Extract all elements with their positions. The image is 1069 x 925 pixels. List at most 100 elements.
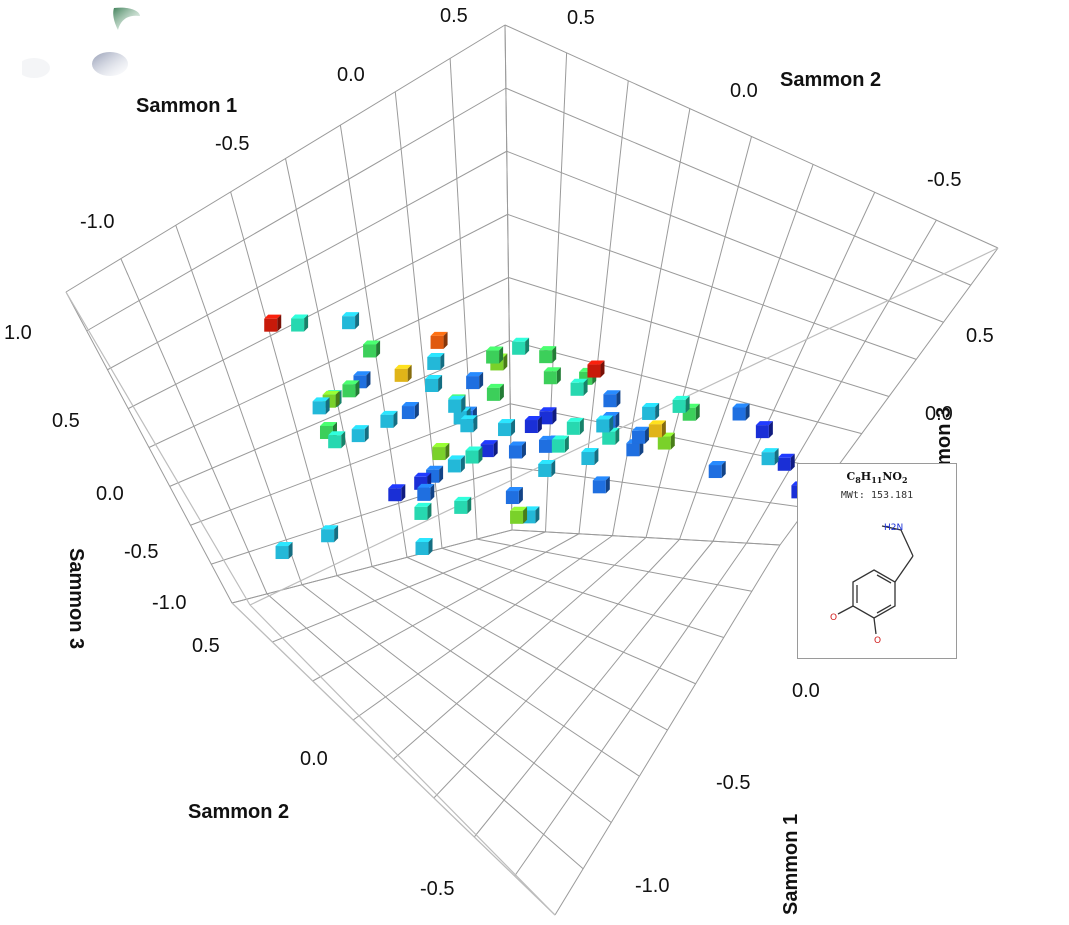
data-point-cube[interactable] [538,459,556,477]
data-point-cube[interactable] [448,395,466,413]
axis-title-sammon2-top: Sammon 2 [780,69,881,91]
molecule-structure-diagram: H2N O O [830,523,914,646]
data-point-cube[interactable] [480,440,498,458]
data-point-cube[interactable] [401,402,419,420]
tick-label: 0.5 [52,410,80,432]
axis-title-sammon2-bottom: Sammon 2 [188,801,289,823]
tick-label: 1.0 [4,322,32,344]
frame-edge [249,247,999,606]
data-point-cube[interactable] [454,496,472,514]
data-point-cube[interactable] [415,537,433,555]
data-point-cube[interactable] [417,483,435,501]
oxygen-label: O [830,613,837,623]
data-point-cube[interactable] [551,435,569,453]
data-point-cube[interactable] [342,380,360,398]
data-point-cube[interactable] [342,312,360,330]
grid-line [712,192,876,542]
data-point-cube[interactable] [632,426,650,444]
frame-edge [249,604,556,916]
data-point-cube[interactable] [394,364,412,382]
data-point-cube[interactable] [732,403,750,421]
axis-title-sammon1-bottom: Sammon 1 [780,814,802,915]
formula-part: H [860,470,872,483]
data-point-cube[interactable] [777,453,795,471]
tick-label: -0.5 [124,541,158,563]
data-point-cube[interactable] [603,390,621,408]
grid-line [441,547,724,638]
data-point-cube[interactable] [505,487,523,505]
data-point-cube[interactable] [570,378,588,396]
grid-line [504,24,999,249]
data-point-cube[interactable] [430,331,448,349]
grid-line [148,277,509,448]
data-point-cube[interactable] [566,417,584,435]
grid-line [86,87,507,332]
data-point-cube[interactable] [761,448,779,466]
data-point-cube[interactable] [447,455,465,473]
grid-line [128,213,508,410]
benzene-ring [852,569,896,619]
data-point-cube[interactable] [465,446,483,464]
grid-line [473,540,714,838]
grid-line [393,537,647,760]
data-point-cube[interactable] [543,367,561,385]
grid-line [505,87,971,286]
formula-part: C [846,470,856,483]
data-point-cube[interactable] [486,383,504,401]
tick-label: 0.0 [96,483,124,505]
data-point-cube[interactable] [291,314,309,332]
data-point-cube[interactable] [466,372,484,390]
data-point-cube[interactable] [508,441,526,459]
data-point-cube[interactable] [351,425,369,443]
data-point-cube[interactable] [539,407,557,425]
data-point-cube[interactable] [321,525,339,543]
data-point-cube[interactable] [328,431,346,449]
grid-line [507,213,917,360]
data-point-cube[interactable] [592,476,610,494]
tick-label: -0.5 [927,169,961,191]
data-point-cube[interactable] [432,443,450,461]
data-point-cube[interactable] [414,502,432,520]
data-point-cube[interactable] [427,352,445,370]
data-point-cube[interactable] [648,420,666,438]
data-point-cube[interactable] [510,506,528,524]
grid-line [746,219,937,544]
axis-title-sammon3-left: Sammon 3 [65,548,87,649]
data-point-cube[interactable] [460,415,478,433]
data-point-cube[interactable] [587,360,605,378]
tick-label: 0.0 [730,80,758,102]
tick-label: 0.0 [300,748,328,770]
data-point-cube[interactable] [498,419,516,437]
formula-part: 8 [855,475,861,486]
data-point-cube[interactable] [312,397,330,415]
data-point-cube[interactable] [708,461,726,479]
frame-edge [65,291,251,606]
data-point-cube[interactable] [425,374,443,392]
grid-line [514,542,747,877]
data-points [264,312,809,560]
data-point-cube[interactable] [275,542,293,560]
data-point-cube[interactable] [486,346,504,364]
data-point-cube[interactable] [380,410,398,428]
data-point-cube[interactable] [388,484,406,502]
tick-label: -1.0 [635,875,669,897]
data-point-cube[interactable] [512,337,530,355]
tick-label: -0.5 [420,878,454,900]
grid-line [65,24,506,293]
molecular-weight: MWt: 153.181 [840,490,914,501]
tick-label: 0.0 [925,403,953,425]
data-point-cube[interactable] [755,421,773,439]
oxygen-label: O [874,636,881,646]
axis-title-sammon1-top: Sammon 1 [136,95,237,117]
formula-part: NO [882,470,902,483]
data-point-cube[interactable] [581,448,599,466]
data-point-cube[interactable] [264,314,282,332]
data-point-cube[interactable] [642,402,660,420]
data-point-cube[interactable] [672,395,690,413]
ethylamine-chain [881,525,914,583]
data-point-cube[interactable] [539,346,557,364]
data-point-cube[interactable] [524,416,542,434]
data-point-cube[interactable] [596,415,614,433]
data-point-cube[interactable] [363,340,381,358]
